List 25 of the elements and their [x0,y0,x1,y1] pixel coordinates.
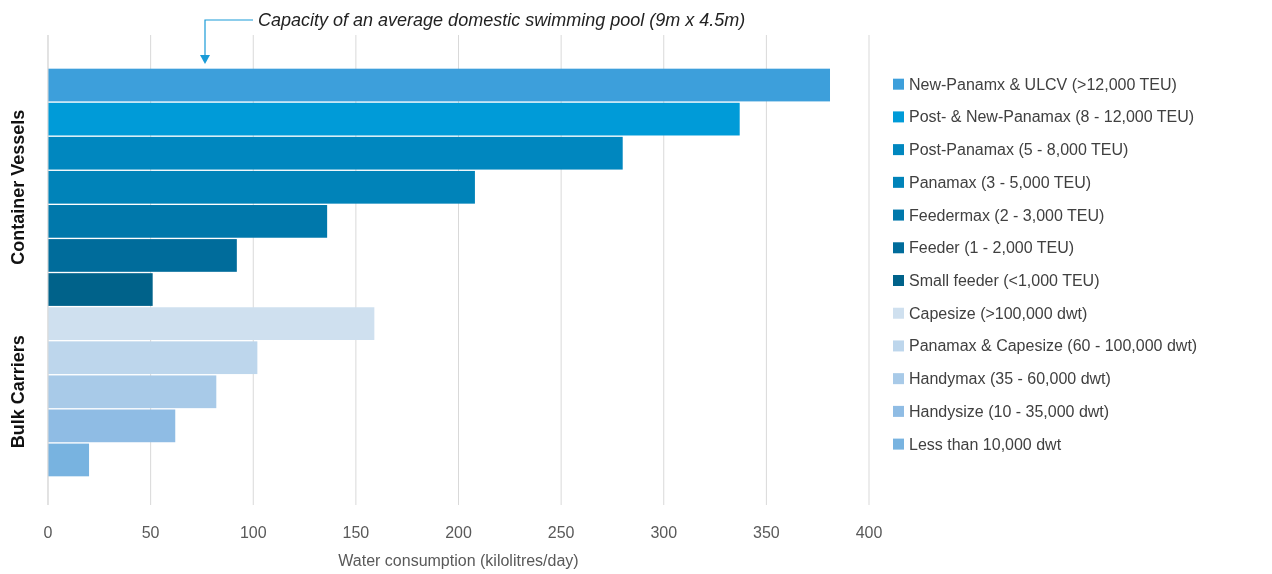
legend-label: Panamax (3 - 5,000 TEU) [909,173,1092,191]
x-tick-label: 200 [445,524,472,541]
x-tick-label: 300 [650,524,678,541]
x-tick-label: 150 [342,524,370,541]
legend-label: Post- & New-Panamax (8 - 12,000 TEU) [909,108,1195,126]
legend-label: Handymax (35 - 60,000 dwt) [909,370,1111,388]
x-axis-title: Water consumption (kilolitres/day) [338,552,579,569]
legend-label: New-Panamx & ULCV (>12,000 TEU) [909,75,1177,93]
legend-label: Small feeder (<1,000 TEU) [909,272,1100,289]
x-tick-label: 250 [547,524,575,541]
x-tick-label: 350 [753,524,780,541]
legend-label: Less than 10,000 dwt [909,435,1062,453]
x-tick-label: 50 [141,524,160,541]
legend-label: Panamax & Capesize (60 - 100,000 dwt) [909,337,1198,355]
text: Capacity of an average domestic swimming pool (9m x 4.5m) [258,10,746,30]
legend-label: Feeder (1 - 2,000 TEU) [909,239,1075,257]
x-tick-label: 400 [855,524,883,541]
legend-label: Handysize (10 - 35,000 dwt) [909,402,1110,420]
text: Container Vessels [8,109,28,265]
text: Bulk Carriers [8,335,28,449]
legend-label: Feedermax (2 - 3,000 TEU) [909,206,1105,224]
x-tick-label: 100 [239,524,267,541]
legend-label: Post-Panamax (5 - 8,000 TEU) [909,141,1129,159]
legend-label: Capesize (>100,000 dwt) [909,304,1088,322]
x-tick-label: 0 [43,524,53,541]
